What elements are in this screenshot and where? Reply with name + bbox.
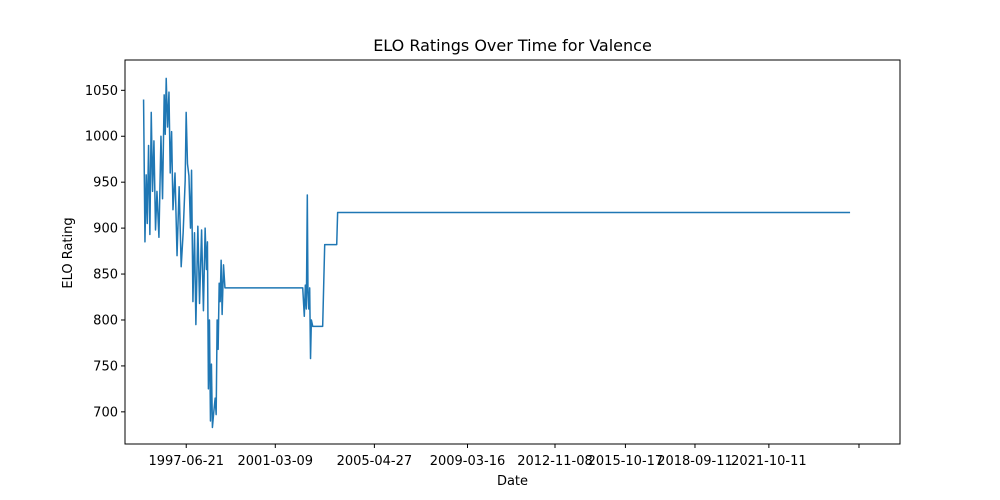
y-tick-label: 900 (93, 222, 118, 237)
y-tick-label: 1000 (85, 130, 118, 145)
plot-frame (124, 59, 901, 445)
x-tick-label: 2015-10-17 (588, 454, 664, 469)
y-tick-label: 1050 (85, 84, 118, 99)
y-tick-label: 800 (93, 313, 118, 328)
y-tick-label: 750 (93, 359, 118, 374)
y-tick-label: 850 (93, 268, 118, 283)
x-tick-label: 2001-03-09 (238, 454, 314, 469)
y-axis-title: ELO Rating (61, 217, 76, 288)
x-tick-label: 2009-03-16 (430, 454, 506, 469)
x-axis-title: Date (497, 474, 528, 489)
y-tick-label: 950 (93, 176, 118, 191)
x-tick-label: 2021-10-11 (731, 454, 807, 469)
chart-title: ELO Ratings Over Time for Valence (373, 36, 652, 55)
y-tick-label: 700 (93, 405, 118, 420)
x-tick-label: 2018-09-11 (657, 454, 733, 469)
series-line-0 (142, 77, 851, 429)
plot-area: 700 750 800 850 900 950 1000 1050 1997-06-21 2001… (85, 59, 901, 469)
x-tick-label: 2005-04-27 (337, 454, 413, 469)
x-tick-label: 2012-11-08 (517, 454, 593, 469)
x-tick-label: 1997-06-21 (148, 454, 224, 469)
